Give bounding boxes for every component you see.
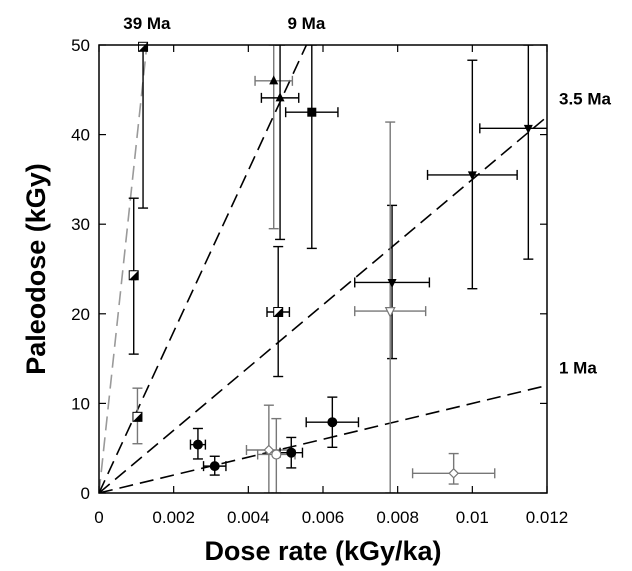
- data-point-14: [384, 307, 396, 318]
- x-tick-label-1: 0.002: [152, 508, 195, 527]
- error-bar-2: [138, 45, 149, 209]
- data-point-4: [209, 461, 220, 472]
- error-bar-8: [254, 45, 294, 230]
- data-points: [128, 41, 533, 479]
- x-tick-label-2: 0.004: [227, 508, 270, 527]
- data-point-0-fill: [129, 270, 139, 280]
- x-axis-ticks: 0 0.002 0.004 0.006 0.008 0.01 0.012: [94, 45, 568, 527]
- data-point-12: [327, 417, 338, 428]
- isochron-label-3: 1 Ma: [559, 358, 597, 377]
- data-point-16: [467, 171, 477, 181]
- error-bar-17: [479, 45, 547, 260]
- x-tick-label-3: 0.006: [302, 508, 345, 527]
- isochron-label-1: 9 Ma: [288, 14, 326, 33]
- y-tick-label-3: 30: [71, 215, 90, 234]
- data-point-15: [448, 467, 460, 479]
- data-point-6: [271, 449, 282, 460]
- isochron-line-1: [99, 45, 308, 493]
- y-axis-title: Paleodose (kGy): [21, 163, 51, 375]
- x-tick-label-5: 0.01: [456, 508, 489, 527]
- isochron-label-0: 39 Ma: [123, 14, 171, 33]
- data-point-7: [286, 447, 297, 458]
- x-tick-label-6: 0.012: [526, 508, 569, 527]
- isochron-line-0: [99, 45, 148, 493]
- y-tick-label-5: 50: [71, 36, 90, 55]
- data-point-8: [269, 75, 279, 85]
- isochron-labels: 39 Ma 9 Ma 3.5 Ma 1 Ma: [123, 14, 611, 377]
- y-tick-label-4: 40: [71, 126, 90, 145]
- x-tick-label-0: 0: [94, 508, 103, 527]
- isochron-line-2: [99, 116, 547, 493]
- y-tick-label-1: 10: [71, 394, 90, 413]
- x-tick-label-4: 0.008: [376, 508, 419, 527]
- error-bar-11: [284, 45, 339, 250]
- data-point-10-fill: [273, 307, 283, 317]
- data-point-17: [523, 124, 533, 134]
- data-point-5: [263, 444, 275, 456]
- error-bars: [128, 45, 547, 493]
- data-point-13: [387, 278, 397, 288]
- isochron-line-3: [99, 384, 547, 493]
- data-point-11: [307, 107, 317, 117]
- y-axis-ticks: 0 10 20 30 40 50: [71, 36, 547, 503]
- data-point-1-fill: [132, 412, 142, 422]
- y-tick-label-2: 20: [71, 305, 90, 324]
- error-bar-9: [260, 45, 300, 241]
- isochron-label-2: 3.5 Ma: [559, 90, 612, 109]
- data-point-9: [275, 92, 285, 102]
- y-tick-label-0: 0: [81, 484, 90, 503]
- data-point-3: [192, 439, 203, 450]
- x-axis-title: Dose rate (kGy/ka): [204, 536, 441, 566]
